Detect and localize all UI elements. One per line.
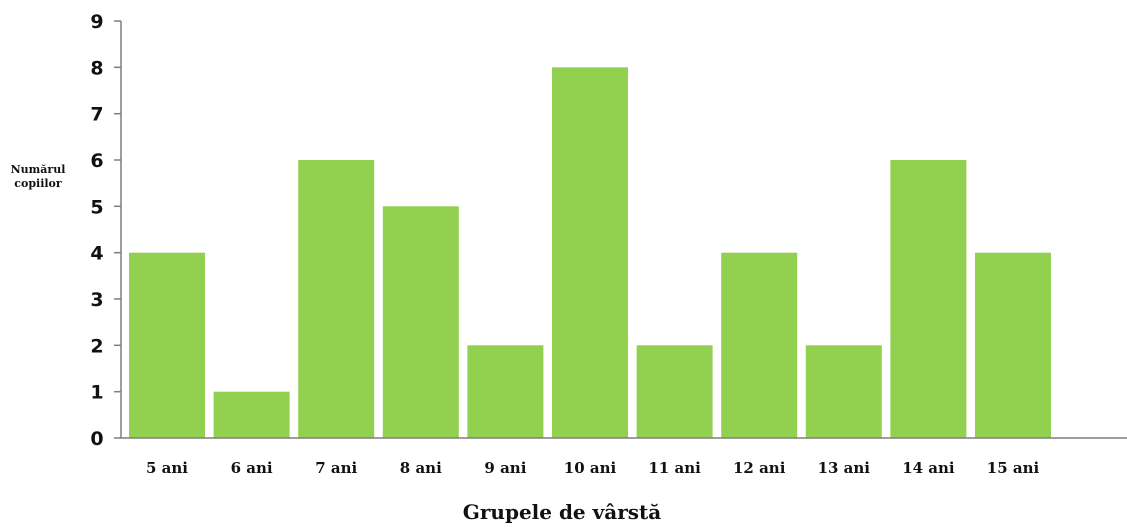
y-tick-label: 0 [90, 428, 103, 450]
bars-group [129, 67, 1051, 439]
x-tick-label: 10 ani [564, 459, 617, 477]
bar-6-ani [213, 391, 290, 438]
bar-12-ani [721, 252, 798, 438]
y-tick-label: 2 [90, 335, 103, 357]
y-axis-title-line1: Numărul [11, 163, 66, 176]
y-axis-title-line2: copiilor [14, 177, 62, 190]
y-tick-label: 1 [90, 382, 103, 404]
y-tick-labels: 0 1 2 3 4 5 6 7 8 9 [90, 11, 121, 450]
bar-13-ani [805, 345, 882, 438]
y-tick-label: 9 [90, 11, 103, 33]
x-tick-label: 7 ani [315, 459, 357, 477]
bar-14-ani [890, 160, 967, 438]
x-tick-label: 13 ani [818, 459, 871, 477]
x-tick-label: 15 ani [987, 459, 1040, 477]
bar-15-ani [975, 252, 1051, 438]
x-tick-label: 6 ani [231, 459, 273, 477]
x-tick-label: 11 ani [648, 459, 701, 477]
bar-9-ani [467, 345, 544, 438]
y-tick-label: 3 [90, 289, 103, 311]
x-axis-title: Grupele de vârstă [463, 500, 661, 524]
bar-10-ani [552, 67, 628, 439]
bar-5-ani [129, 252, 205, 438]
y-tick-label: 6 [90, 150, 103, 172]
x-tick-label: 9 ani [484, 459, 526, 477]
bar-7-ani [298, 160, 375, 438]
x-tick-labels: 5 ani 6 ani 7 ani 8 ani 9 ani 10 ani 11 ani 12 … [146, 459, 1040, 477]
x-tick-label: 14 ani [902, 459, 955, 477]
y-tick-label: 5 [90, 196, 103, 218]
y-tick-label: 4 [90, 243, 103, 265]
axes-group [120, 21, 1127, 439]
bar-8-ani [382, 206, 459, 438]
bar-11-ani [636, 345, 713, 438]
y-tick-label: 7 [90, 104, 103, 126]
x-tick-label: 5 ani [146, 459, 188, 477]
y-tick-label: 8 [90, 57, 103, 79]
x-tick-label: 12 ani [733, 459, 786, 477]
x-tick-label: 8 ani [400, 459, 442, 477]
